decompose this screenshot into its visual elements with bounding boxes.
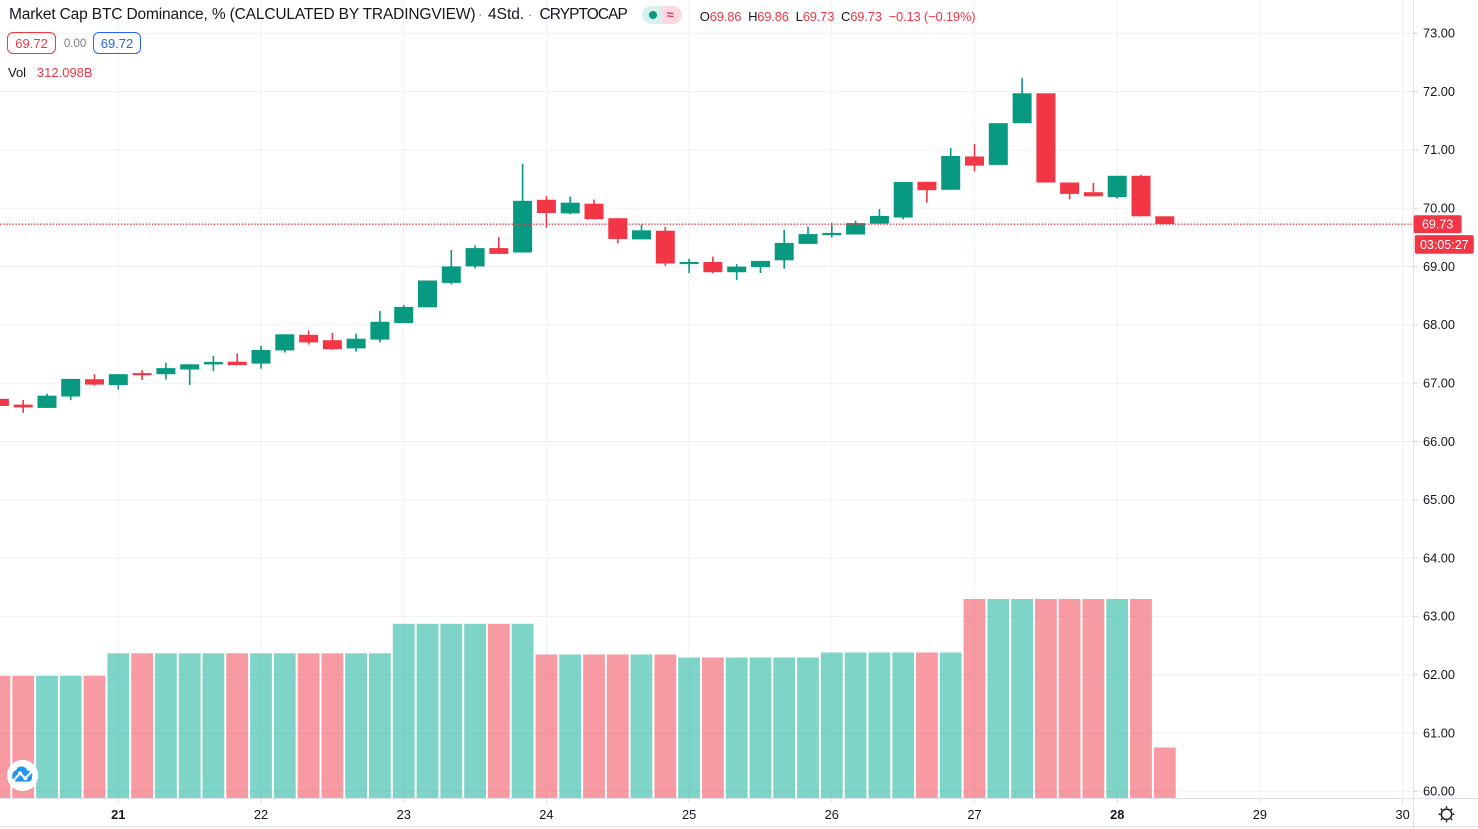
svg-text:67.00: 67.00 — [1423, 376, 1455, 391]
svg-text:62.00: 62.00 — [1423, 667, 1455, 682]
svg-text:64.00: 64.00 — [1423, 550, 1455, 565]
svg-text:61.00: 61.00 — [1423, 725, 1455, 740]
svg-text:70.00: 70.00 — [1423, 201, 1455, 216]
svg-text:73.00: 73.00 — [1423, 26, 1455, 41]
svg-text:27: 27 — [967, 807, 981, 822]
svg-text:69.73: 69.73 — [1422, 218, 1453, 232]
svg-text:69.00: 69.00 — [1423, 259, 1455, 274]
svg-text:28: 28 — [1110, 807, 1124, 822]
svg-text:21: 21 — [111, 807, 125, 822]
svg-text:26: 26 — [825, 807, 839, 822]
svg-text:72.00: 72.00 — [1423, 84, 1455, 99]
svg-text:66.00: 66.00 — [1423, 434, 1455, 449]
svg-text:03:05:27: 03:05:27 — [1420, 238, 1469, 252]
svg-text:71.00: 71.00 — [1423, 142, 1455, 157]
svg-text:22: 22 — [254, 807, 268, 822]
svg-text:23: 23 — [397, 807, 411, 822]
svg-text:30: 30 — [1395, 807, 1409, 822]
svg-text:63.00: 63.00 — [1423, 609, 1455, 624]
svg-text:29: 29 — [1253, 807, 1267, 822]
svg-text:25: 25 — [682, 807, 696, 822]
svg-text:24: 24 — [539, 807, 553, 822]
svg-text:60.00: 60.00 — [1423, 784, 1455, 799]
svg-text:68.00: 68.00 — [1423, 317, 1455, 332]
svg-text:65.00: 65.00 — [1423, 492, 1455, 507]
